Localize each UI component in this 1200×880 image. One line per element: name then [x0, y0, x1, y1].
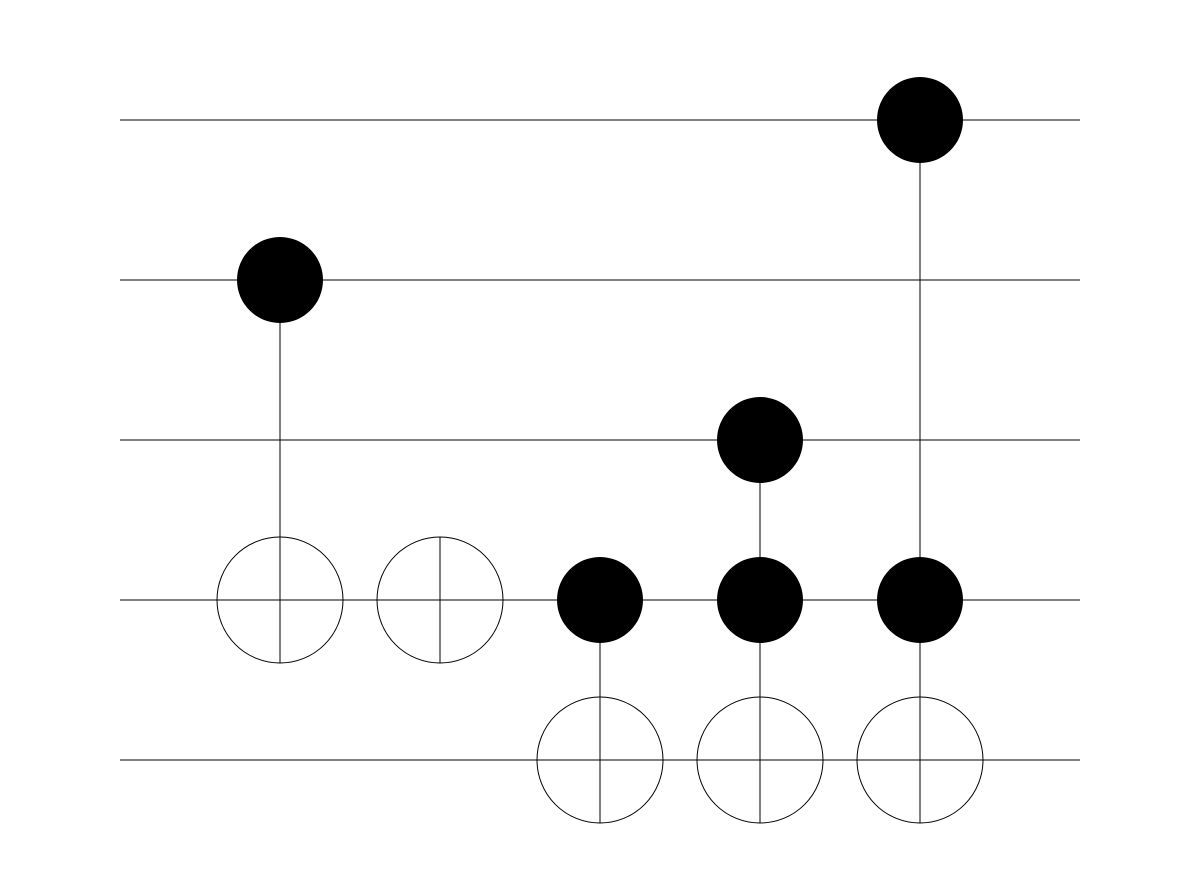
control-dot-icon: [237, 237, 323, 323]
control-dot-icon: [717, 557, 803, 643]
toffoli-gate-4: [856, 77, 984, 824]
toffoli-gate-3: [696, 397, 824, 824]
control-dot-icon: [717, 397, 803, 483]
gates: [216, 77, 984, 824]
cnot-gate-0: [216, 237, 344, 664]
control-dot-icon: [877, 557, 963, 643]
not-gate-1: [376, 536, 504, 664]
cnot-gate-2: [536, 557, 664, 824]
control-dot-icon: [877, 77, 963, 163]
control-dot-icon: [557, 557, 643, 643]
